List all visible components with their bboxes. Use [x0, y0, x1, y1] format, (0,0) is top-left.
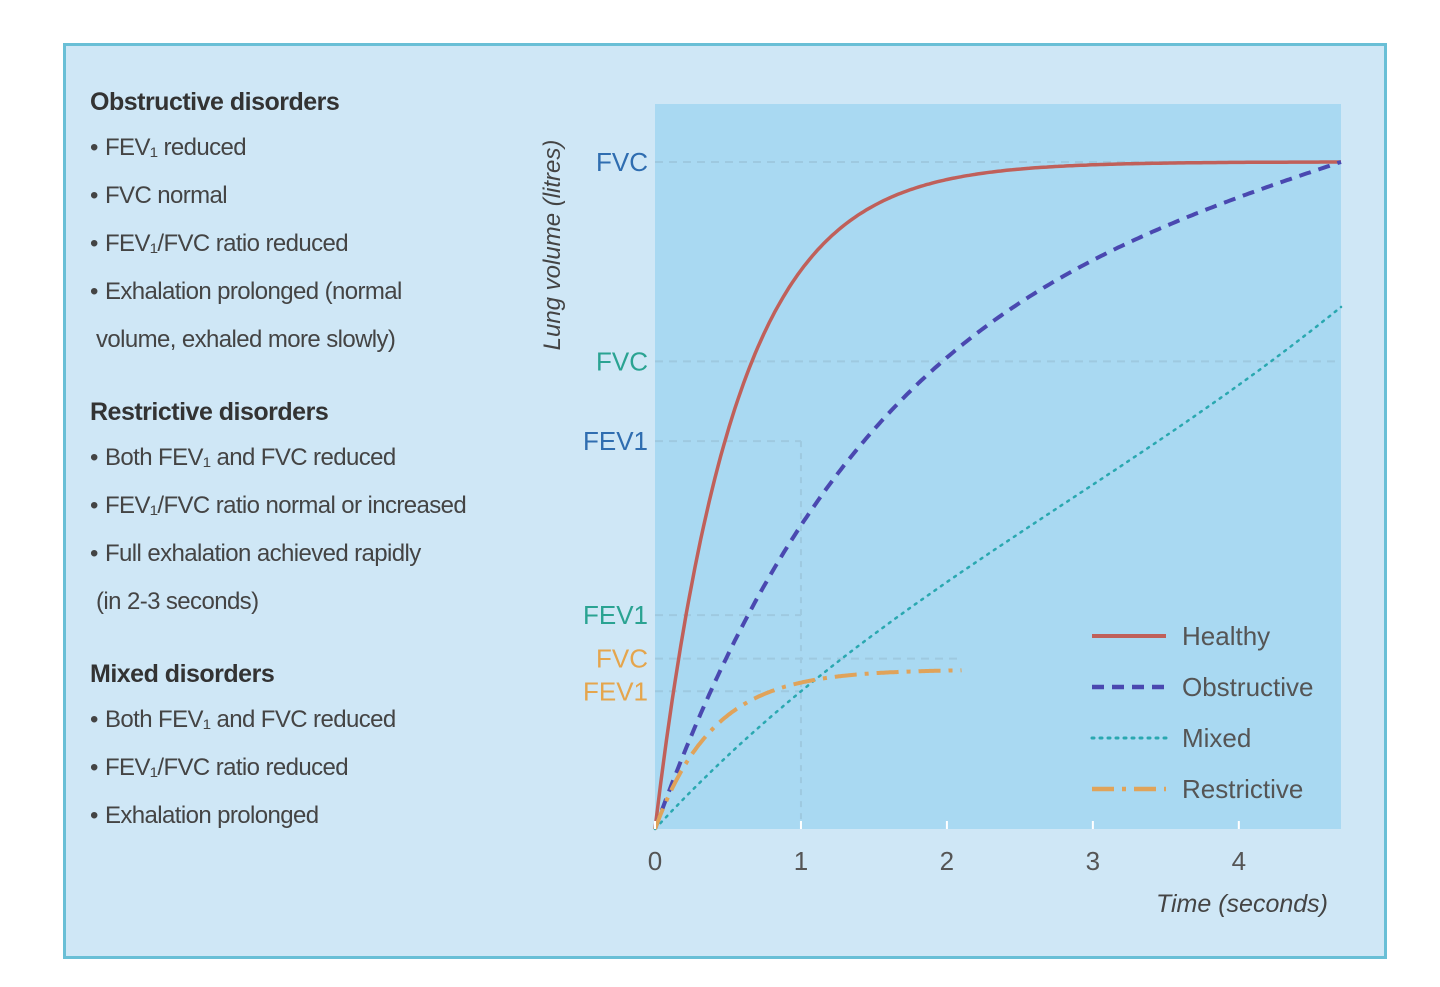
- bullet-icon: •: [90, 540, 98, 567]
- bullet-icon: •: [90, 182, 98, 209]
- section-obstructive: Obstructive disorders • FEV₁ reduced • FVC …: [90, 84, 530, 364]
- bullet-item: • FEV₁/FVC ratio reduced: [90, 744, 530, 792]
- bullet-text: Full exhalation achieved rapidly: [105, 540, 421, 567]
- x-ticks: 0 1 2 3 4: [648, 821, 1246, 876]
- x-tick-label: 2: [940, 846, 954, 876]
- bullet-item: • Full exhalation achieved rapidly: [90, 530, 530, 578]
- bullet-icon: •: [90, 802, 98, 829]
- reference-label: FEV1: [583, 426, 648, 456]
- bullet-item: • FEV₁ reduced: [90, 124, 530, 172]
- description-column: Obstructive disorders • FEV₁ reduced • FVC …: [90, 84, 530, 870]
- bullet-text: Exhalation prolonged: [105, 802, 319, 829]
- bullet-text: Both FEV₁ and FVC reduced: [105, 706, 396, 733]
- bullet-text: (in 2-3 seconds): [96, 588, 259, 615]
- bullet-item: • Both FEV₁ and FVC reduced: [90, 434, 530, 482]
- reference-label: FVC: [596, 644, 648, 674]
- section-restrictive: Restrictive disorders • Both FEV₁ and FVC…: [90, 394, 530, 626]
- bullet-text: FEV₁/FVC ratio normal or increased: [105, 492, 467, 519]
- bullet-icon: •: [90, 492, 98, 519]
- bullet-text: FEV₁/FVC ratio reduced: [105, 230, 349, 257]
- bullet-item: • FVC normal: [90, 172, 530, 220]
- bullet-text: Exhalation prolonged (normal: [105, 278, 402, 305]
- section-heading: Mixed disorders: [90, 660, 275, 688]
- reference-label: FEV1: [583, 600, 648, 630]
- legend-label: Obstructive: [1182, 672, 1314, 702]
- bullet-item: • Both FEV₁ and FVC reduced: [90, 696, 530, 744]
- series-line-obstructive: [653, 160, 1342, 830]
- bullet-item: • Exhalation prolonged (normal: [90, 268, 530, 316]
- reference-label: FVC: [596, 346, 648, 376]
- legend-label: Healthy: [1182, 621, 1270, 651]
- series-line-mixed: [653, 305, 1343, 831]
- section-heading: Restrictive disorders: [90, 398, 329, 426]
- series-group: [653, 160, 1343, 831]
- bullet-item: volume, exhaled more slowly): [90, 316, 530, 364]
- x-tick-label: 4: [1232, 846, 1246, 876]
- bullet-icon: •: [90, 134, 98, 161]
- bullet-item: • FEV₁/FVC ratio reduced: [90, 220, 530, 268]
- bullet-icon: •: [90, 706, 98, 733]
- series-line-restrictive: [653, 668, 962, 830]
- bullet-text: volume, exhaled more slowly): [96, 326, 396, 353]
- section-heading: Obstructive disorders: [90, 88, 340, 116]
- reference-label: FVC: [596, 147, 648, 177]
- bullet-icon: •: [90, 754, 98, 781]
- bullet-text: FVC normal: [105, 182, 228, 209]
- section-mixed: Mixed disorders • Both FEV₁ and FVC reduc…: [90, 656, 530, 840]
- legend: Healthy Obstructive Mixed Restrictive: [1090, 621, 1314, 804]
- x-tick-label: 1: [794, 846, 808, 876]
- bullet-icon: •: [90, 230, 98, 257]
- bullet-text: FEV₁ reduced: [105, 134, 247, 161]
- series-line-healthy: [653, 160, 1341, 830]
- bullet-icon: •: [90, 278, 98, 305]
- bullet-text: FEV₁/FVC ratio reduced: [105, 754, 349, 781]
- reference-label: FEV1: [583, 676, 648, 706]
- bullet-item: • FEV₁/FVC ratio normal or increased: [90, 482, 530, 530]
- bullet-icon: •: [90, 444, 98, 471]
- x-tick-label: 3: [1086, 846, 1100, 876]
- legend-label: Mixed: [1182, 723, 1251, 753]
- bullet-item: • Exhalation prolonged: [90, 792, 530, 840]
- legend-label: Restrictive: [1182, 774, 1303, 804]
- plot-area: [655, 104, 1341, 829]
- x-tick-label: 0: [648, 846, 662, 876]
- bullet-item: (in 2-3 seconds): [90, 578, 530, 626]
- reference-lines: [655, 161, 1341, 829]
- y-axis-label: Lung volume (litres): [539, 140, 566, 351]
- x-axis-label: Time (seconds): [1156, 890, 1328, 918]
- bullet-text: Both FEV₁ and FVC reduced: [105, 444, 396, 471]
